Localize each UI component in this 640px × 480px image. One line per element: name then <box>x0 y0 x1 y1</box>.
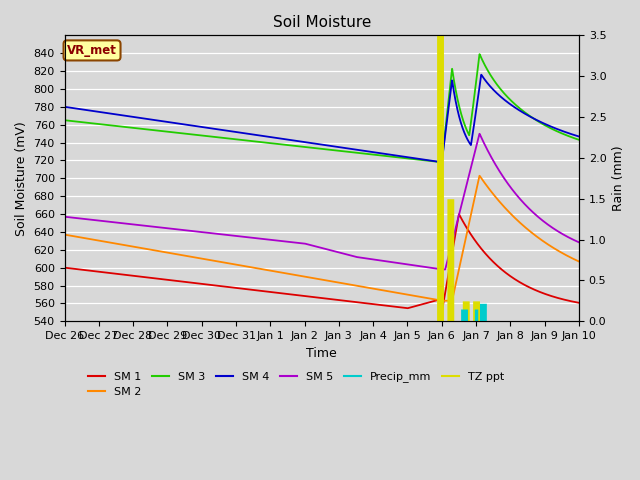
Text: VR_met: VR_met <box>67 44 117 57</box>
Legend: SM 1, SM 2, SM 3, SM 4, SM 5, Precip_mm, TZ ppt: SM 1, SM 2, SM 3, SM 4, SM 5, Precip_mm,… <box>84 367 508 401</box>
Y-axis label: Rain (mm): Rain (mm) <box>612 145 625 211</box>
X-axis label: Time: Time <box>307 347 337 360</box>
Title: Soil Moisture: Soil Moisture <box>273 15 371 30</box>
Y-axis label: Soil Moisture (mV): Soil Moisture (mV) <box>15 121 28 236</box>
